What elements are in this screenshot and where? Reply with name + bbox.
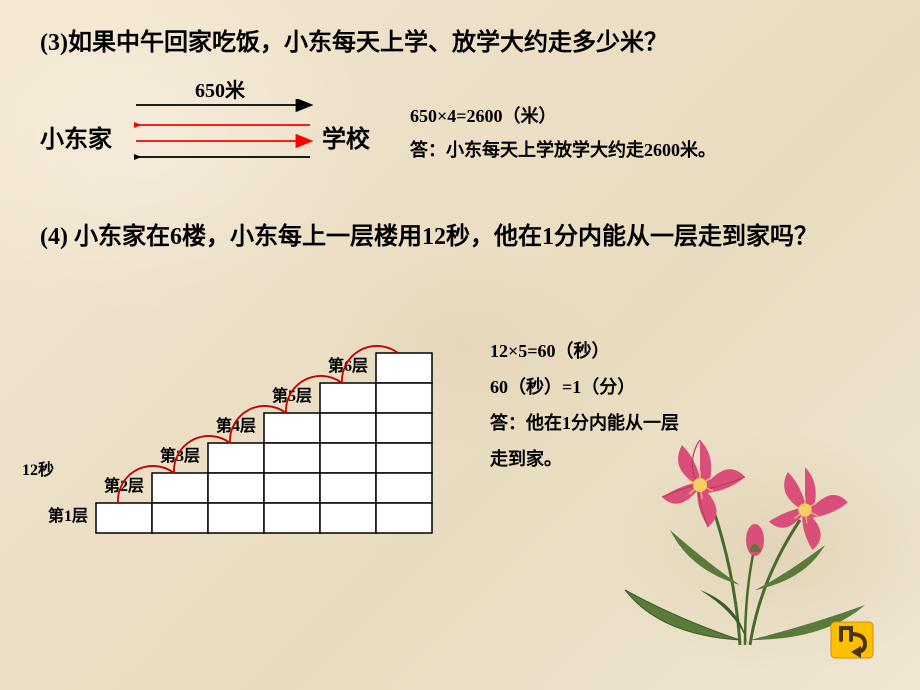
floor-label-2: 第2层 — [104, 476, 144, 495]
q3-text: 如果中午回家吃饭，小东每天上学、放学大约走多少米？ — [68, 30, 668, 56]
q4-prefix: (4) — [40, 224, 68, 250]
time-per-floor: 12秒 — [22, 460, 54, 479]
question-4: (4) 小东家在6楼，小东每上一层楼用12秒，他在1分内能从一层走到家吗？ — [40, 219, 880, 255]
floor-label-3: 第3层 — [160, 446, 200, 465]
back-button[interactable] — [829, 620, 875, 665]
flower-decoration — [600, 390, 880, 650]
section-3-diagram: 650米 小东家 学校 650×4=2600（米） 答：小东每天上学放学大约走2… — [40, 79, 880, 199]
floor-label-5: 第5层 — [272, 386, 312, 405]
q3-prefix: (3) — [40, 30, 68, 56]
q3-equation: 650×4=2600（米） — [410, 99, 716, 133]
q3-solution: 650×4=2600（米） 答：小东每天上学放学大约走2600米。 — [410, 99, 716, 167]
question-3: (3)如果中午回家吃饭，小东每天上学、放学大约走多少米？ — [40, 25, 880, 61]
home-label: 小东家 — [40, 119, 112, 154]
travel-arrows — [134, 99, 314, 179]
stair-cells — [96, 353, 432, 533]
school-label: 学校 — [322, 119, 370, 154]
q4-text: 小东家在6楼，小东每上一层楼用12秒，他在1分内能从一层走到家吗？ — [68, 224, 818, 250]
floor-label-1: 第1层 — [48, 506, 88, 525]
q3-answer: 答：小东每天上学放学大约走2600米。 — [410, 133, 716, 167]
stairs-diagram: 第1层 第2层 第3层 第4层 第5层 第6层 12秒 — [40, 293, 470, 553]
floor-label-4: 第4层 — [216, 416, 256, 435]
floor-label-6: 第6层 — [328, 356, 368, 375]
q4-eq1: 12×5=60（秒） — [490, 333, 679, 369]
